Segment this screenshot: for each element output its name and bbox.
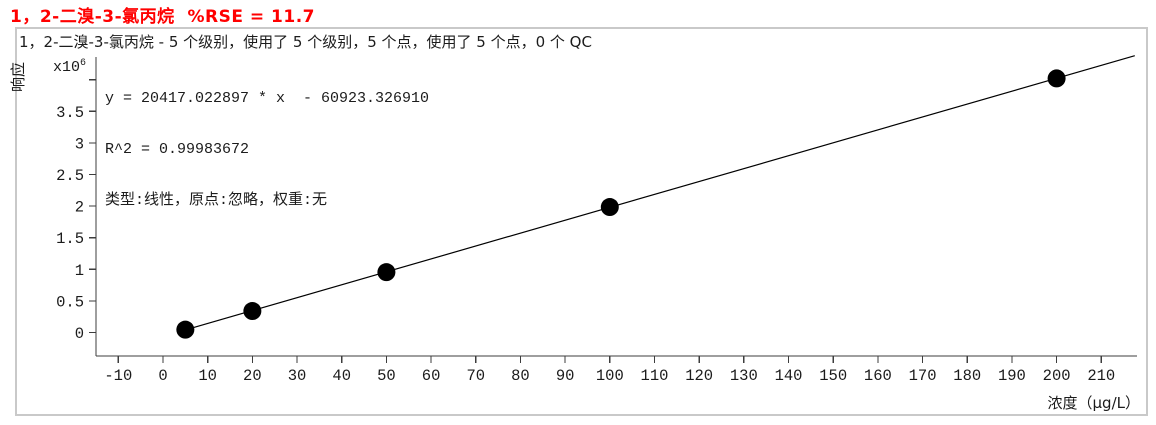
y-axis-multiplier-exponent: 6 (79, 58, 86, 69)
page-title: 1，2-二溴-3-氯丙烷 %RSE = 11.7 (10, 7, 315, 27)
chart-subtitle: 1，2-二溴-3-氯丙烷 - 5 个级别，使用了 5 个级别，5 个点，使用了 … (19, 33, 592, 51)
y-axis-multiplier: x106 (34, 58, 86, 76)
y-axis-title: 响应 (8, 62, 27, 93)
fit-equation: y = 20417.022897 * x - 60923.326910 (105, 90, 430, 107)
fit-type: 类型:线性，原点:忽略，权重:无 (105, 192, 328, 209)
fit-statistics: y = 20417.022897 * x - 60923.326910 R^2 … (105, 56, 429, 226)
x-axis-title: 浓度（μg/L） (1047, 394, 1140, 412)
fit-r-squared: R^2 = 0.99983672 (105, 141, 250, 158)
y-axis-multiplier-base: x10 (52, 59, 80, 76)
